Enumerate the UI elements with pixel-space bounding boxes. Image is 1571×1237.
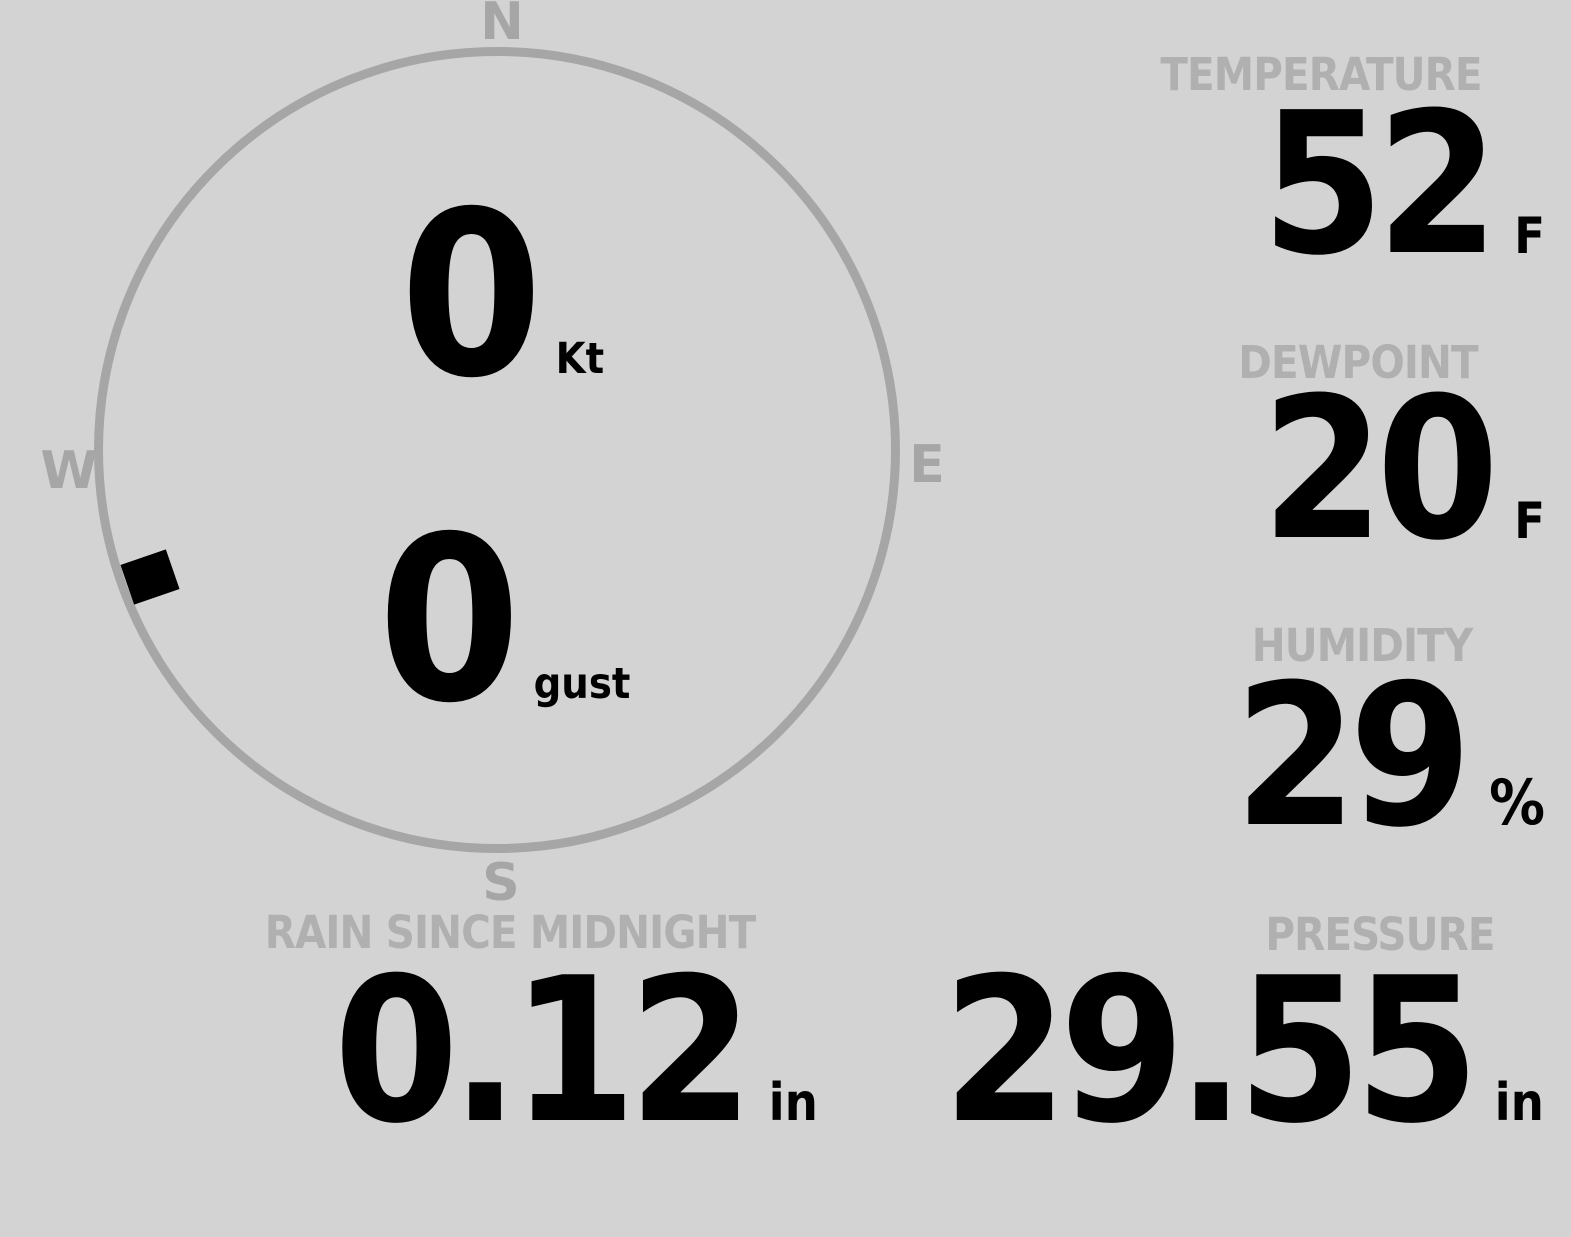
wind-gust-unit-label: gust bbox=[533, 659, 631, 709]
rain-value: 0.12 bbox=[333, 935, 754, 1168]
humidity-unit: % bbox=[1489, 766, 1545, 839]
humidity-value: 29 bbox=[1234, 643, 1472, 871]
pressure-readout: 29.55 in bbox=[943, 952, 1544, 1152]
pressure-unit: in bbox=[1494, 1073, 1544, 1133]
compass-label-north: N bbox=[480, 0, 524, 52]
rain-readout: 0.12 in bbox=[334, 952, 818, 1152]
pressure-label: PRESSURE bbox=[1265, 908, 1495, 961]
dewpoint-value: 20 bbox=[1261, 356, 1500, 584]
temperature-readout: 52 F bbox=[1262, 87, 1545, 283]
wind-gust-value: 0 bbox=[378, 487, 521, 753]
pressure-value: 29.55 bbox=[942, 935, 1480, 1168]
humidity-readout: 29 % bbox=[1234, 659, 1545, 855]
temperature-unit: F bbox=[1514, 207, 1545, 265]
compass-label-east: E bbox=[909, 435, 945, 495]
compass-label-west: W bbox=[40, 441, 98, 501]
compass-ring bbox=[94, 47, 900, 853]
wind-speed-unit-label: Kt bbox=[555, 334, 605, 384]
dewpoint-readout: 20 F bbox=[1262, 372, 1545, 568]
dewpoint-label: DEWPOINT bbox=[1238, 336, 1478, 389]
rain-unit: in bbox=[768, 1073, 818, 1133]
rain-label: RAIN SINCE MIDNIGHT bbox=[264, 906, 757, 959]
wind-speed-readout: 0 Kt bbox=[400, 181, 604, 409]
temperature-label: TEMPERATURE bbox=[1160, 48, 1482, 101]
dewpoint-unit: F bbox=[1514, 492, 1545, 550]
wind-gust-readout: 0 gust bbox=[378, 506, 630, 734]
humidity-label: HUMIDITY bbox=[1251, 619, 1473, 672]
temperature-value: 52 bbox=[1261, 71, 1500, 299]
wind-speed-value: 0 bbox=[400, 162, 543, 428]
compass-label-south: S bbox=[482, 853, 520, 913]
